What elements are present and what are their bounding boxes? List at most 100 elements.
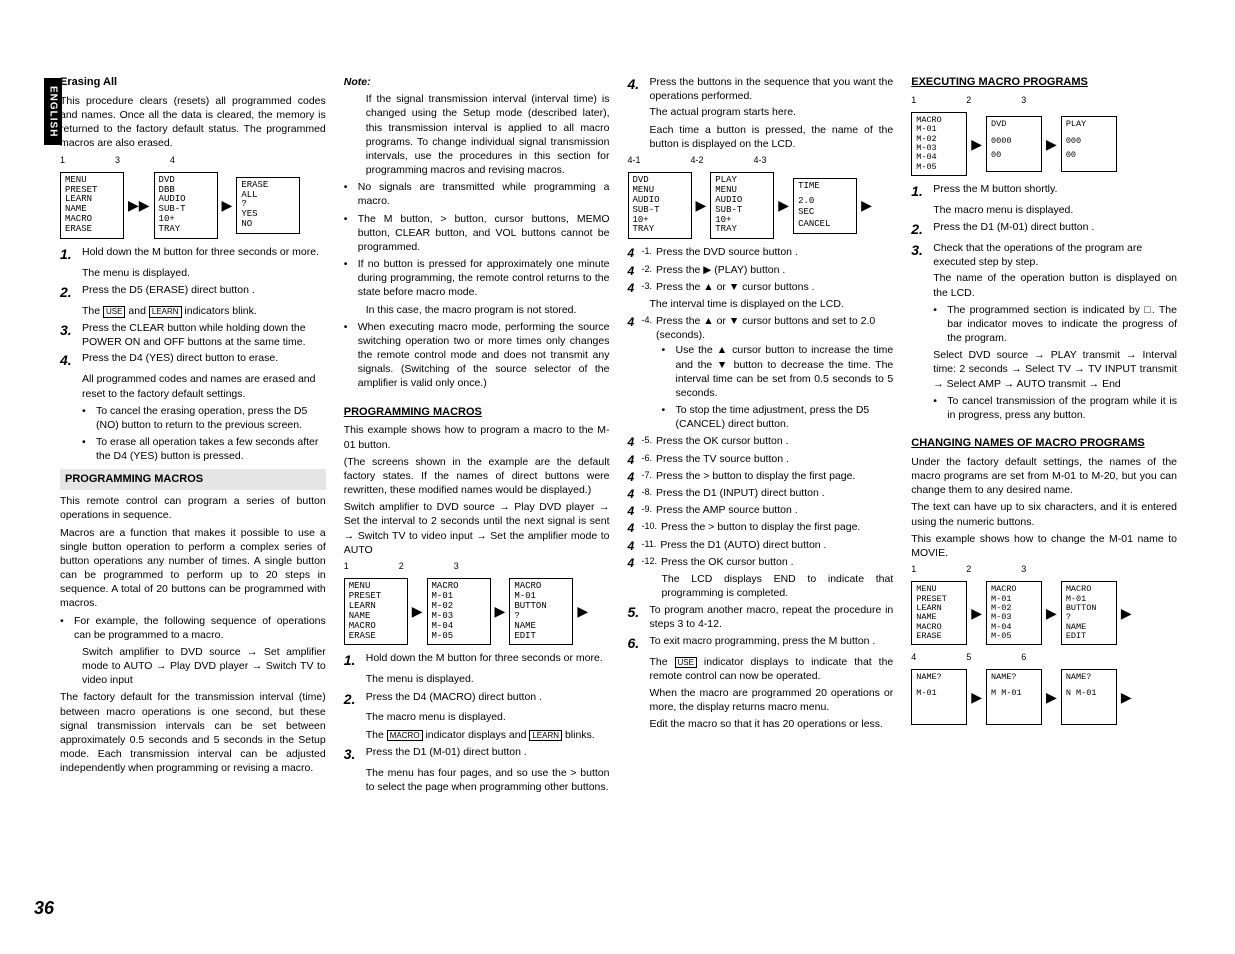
lcd-label: 1 [911,563,916,575]
lcd-text: N M-01 [1066,689,1112,698]
lcd-labels: 4 5 6 [911,651,1177,663]
step-note: Edit the macro so that it has 20 operati… [650,717,894,731]
macro-indicator-icon: MACRO [387,730,423,742]
body-text: This example shows how to program a macr… [344,423,610,451]
lcd-text: TRAY [633,225,687,235]
bullet-note: In this case, the macro program is not s… [366,303,610,317]
note-heading: Note: [344,75,610,89]
substep-num: 4 [628,486,638,502]
arrow-icon: ▶ [971,135,982,154]
arrow-icon: ▶ [412,602,423,621]
step-num: 3. [911,241,927,269]
step-num: 2. [60,283,76,302]
body-text: This example shows how to change the M-0… [911,532,1177,560]
column-3: 4.Press the buttons in the sequence that… [628,75,894,797]
substep: 4-4.Press the ▲ or ▼ cursor buttons and … [628,314,894,342]
bullet: Use the ▲ cursor button to increase the … [662,343,894,400]
t: The [650,656,675,668]
substep-sub: -5. [642,434,653,450]
substep-sub: -12. [642,555,658,571]
substep-num: 4 [628,452,638,468]
lcd-text: BUTTON [514,602,568,612]
substep-sub: -8. [642,486,653,502]
lcd-row-exec: MACROM-01M-02M-03M-04M-05 ▶ DVD000000 ▶ … [911,112,1177,176]
arrow-icon: ▶ [861,196,872,215]
executing-macros-heading: EXECUTING MACRO PROGRAMS [911,75,1177,90]
step-text: Press the buttons in the sequence that y… [650,75,894,103]
substep: 4-8.Press the D1 (INPUT) direct button . [628,486,894,502]
lcd-label: 6 [1021,651,1026,663]
lcd-screen: NAME?M M-01 [986,669,1042,725]
column-1: Erasing All This procedure clears (reset… [60,75,326,797]
step-num: 3. [344,745,360,764]
substep-num: 4 [628,469,638,485]
substep: 4-6.Press the TV source button . [628,452,894,468]
note-text: If the signal transmission interval (int… [366,92,610,177]
t: indicators blink. [182,305,257,317]
step-text: Press the D5 (ERASE) direct button . [82,283,326,302]
lcd-labels: 4-1 4-2 4-3 [628,154,894,166]
substep-sub: -1. [642,245,653,261]
step-num: 3. [60,321,76,349]
substep-text: Press the OK cursor button . [661,555,893,571]
lcd-screen: MACROM-01M-02M-03M-04M-05 [427,578,491,645]
arrow-icon: ▶ [1046,604,1057,623]
step-note: Each time a button is pressed, the name … [650,123,894,151]
step-num: 1. [60,245,76,264]
lcd-screen: PLAY00000 [1061,116,1117,172]
substep-sub: -3. [642,280,653,296]
arrow-icon: ▶ [1046,688,1057,707]
arrow-icon: ▶ [495,602,506,621]
lcd-screen: MENUPRESETLEARNNAMEMACROERASE [344,578,408,645]
lcd-text: NAME? [916,673,962,682]
lcd-text: M M-01 [991,689,1037,698]
step-num: 4. [628,75,644,103]
substep-note: The LCD displays END to indicate that pr… [662,572,894,600]
erasing-all-desc: This procedure clears (resets) all progr… [60,94,326,151]
step: 1.Press the M button shortly. [911,182,1177,201]
lcd-labels: 1 3 4 [60,154,326,166]
arrow-icon: ▶ [971,688,982,707]
lcd-text: M-05 [432,632,486,642]
bullet: To cancel the erasing operation, press t… [82,404,326,432]
column-2: Note: If the signal transmission interva… [344,75,610,797]
step-text: Hold down the M button for three seconds… [82,245,326,264]
lcd-label: 3 [454,560,459,572]
step-note: The macro menu is displayed. [933,203,1177,217]
substep-text: Press the > button to display the first … [656,469,893,485]
lcd-label: 2 [966,563,971,575]
use-indicator-icon: USE [103,306,125,318]
lcd-label: 4-3 [754,154,767,166]
substep-num: 4 [628,280,638,296]
step: 1.Hold down the M button for three secon… [344,651,610,670]
substep-sub: -9. [642,503,653,519]
lcd-screen: PLAYMENUAUDIOSUB-T10+TRAY [710,172,774,239]
arrow-icon: ▶▶ [128,196,150,215]
substep: 4-10.Press the > button to display the f… [628,520,894,536]
bullet: To cancel transmission of the program wh… [933,394,1177,422]
lcd-label: 4-1 [628,154,641,166]
step: 6.To exit macro programming, press the M… [628,634,894,653]
lcd-label: 1 [911,94,916,106]
arrow-icon: ▶ [696,196,707,215]
lcd-label: 1 [60,154,65,166]
step-note: The menu is displayed. [82,266,326,280]
language-tab: ENGLISH [44,78,62,145]
lcd-screen: MACROM-01BUTTON?NAMEEDIT [1061,581,1117,645]
body-text: The text can have up to six characters, … [911,500,1177,528]
arrow-icon: ▶ [971,604,982,623]
lcd-text: 00 [991,151,1037,160]
substep-sub: -2. [642,263,653,279]
bullet-text: If no button is pressed for approximatel… [358,257,610,300]
lcd-screen: DVD000000 [986,116,1042,172]
lcd-text: M-01 [916,689,962,698]
step: 3.Press the CLEAR button while holding d… [60,321,326,349]
substep-text: Press the DVD source button . [656,245,893,261]
bullet-text: When executing macro mode, performing th… [358,320,610,391]
bullet-text: To erase all operation takes a few secon… [96,435,326,463]
lcd-text: CANCEL [798,220,852,230]
substep: 4-11.Press the D1 (AUTO) direct button . [628,538,894,554]
substep-num: 4 [628,538,638,554]
step: 2.Press the D4 (MACRO) direct button . [344,690,610,709]
bullet: To erase all operation takes a few secon… [82,435,326,463]
